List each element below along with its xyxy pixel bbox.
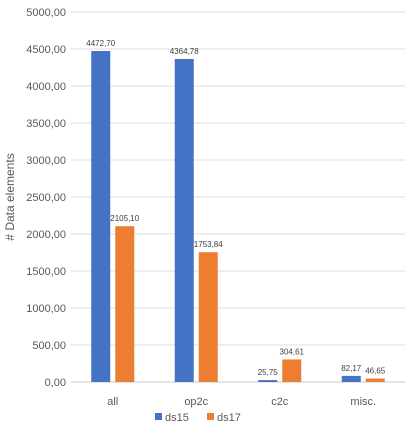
bar-ds17-op2c bbox=[198, 252, 218, 382]
legend-swatch-ds17 bbox=[207, 413, 214, 420]
legend: ds15 ds17 bbox=[155, 412, 241, 424]
data-labels: 4472,70 2105,10 4364,78 1753,84 25,75 304,61 8… bbox=[86, 39, 386, 377]
y-tick-label: 2000,00 bbox=[26, 229, 66, 241]
data-label: 2105,10 bbox=[110, 214, 139, 223]
data-label: 4472,70 bbox=[86, 39, 115, 48]
data-label: 1753,84 bbox=[194, 240, 223, 249]
x-tick-label: misc. bbox=[350, 396, 376, 408]
y-tick-label: 0,00 bbox=[45, 377, 66, 389]
y-axis-label: # Data elements bbox=[3, 153, 17, 240]
bar-ds17-c2c bbox=[282, 359, 302, 382]
y-tick-label: 3500,00 bbox=[26, 118, 66, 130]
bar-ds15-all bbox=[91, 51, 111, 382]
x-tick-labels: all op2c c2c misc. bbox=[107, 396, 376, 408]
legend-swatch-ds15 bbox=[155, 413, 162, 420]
data-label: 25,75 bbox=[258, 368, 279, 377]
bar-ds17-all bbox=[115, 226, 135, 382]
y-tick-labels: 0,00 500,00 1000,00 1500,00 2000,00 2500,00 30… bbox=[26, 7, 66, 389]
bar-ds17-misc bbox=[365, 378, 385, 382]
y-tick-label: 5000,00 bbox=[26, 7, 66, 19]
bar-ds15-op2c bbox=[174, 59, 194, 382]
bars bbox=[91, 51, 385, 382]
y-tick-label: 4000,00 bbox=[26, 81, 66, 93]
data-label: 4364,78 bbox=[170, 47, 199, 56]
bar-ds15-misc bbox=[341, 375, 361, 382]
data-label: 46,65 bbox=[365, 367, 386, 376]
bar-ds15-c2c bbox=[258, 380, 278, 382]
x-tick-label: all bbox=[107, 396, 118, 408]
y-tick-label: 1500,00 bbox=[26, 266, 66, 278]
y-tick-label: 2500,00 bbox=[26, 192, 66, 204]
x-tick-label: op2c bbox=[184, 396, 208, 408]
x-tick-label: c2c bbox=[271, 396, 289, 408]
y-tick-label: 1000,00 bbox=[26, 303, 66, 315]
y-tick-label: 3000,00 bbox=[26, 155, 66, 167]
legend-label-ds15: ds15 bbox=[165, 412, 189, 424]
data-label: 82,17 bbox=[341, 364, 362, 373]
legend-label-ds17: ds17 bbox=[217, 412, 241, 424]
y-tick-label: 500,00 bbox=[32, 340, 66, 352]
y-tick-label: 4500,00 bbox=[26, 44, 66, 56]
data-label: 304,61 bbox=[280, 347, 305, 356]
